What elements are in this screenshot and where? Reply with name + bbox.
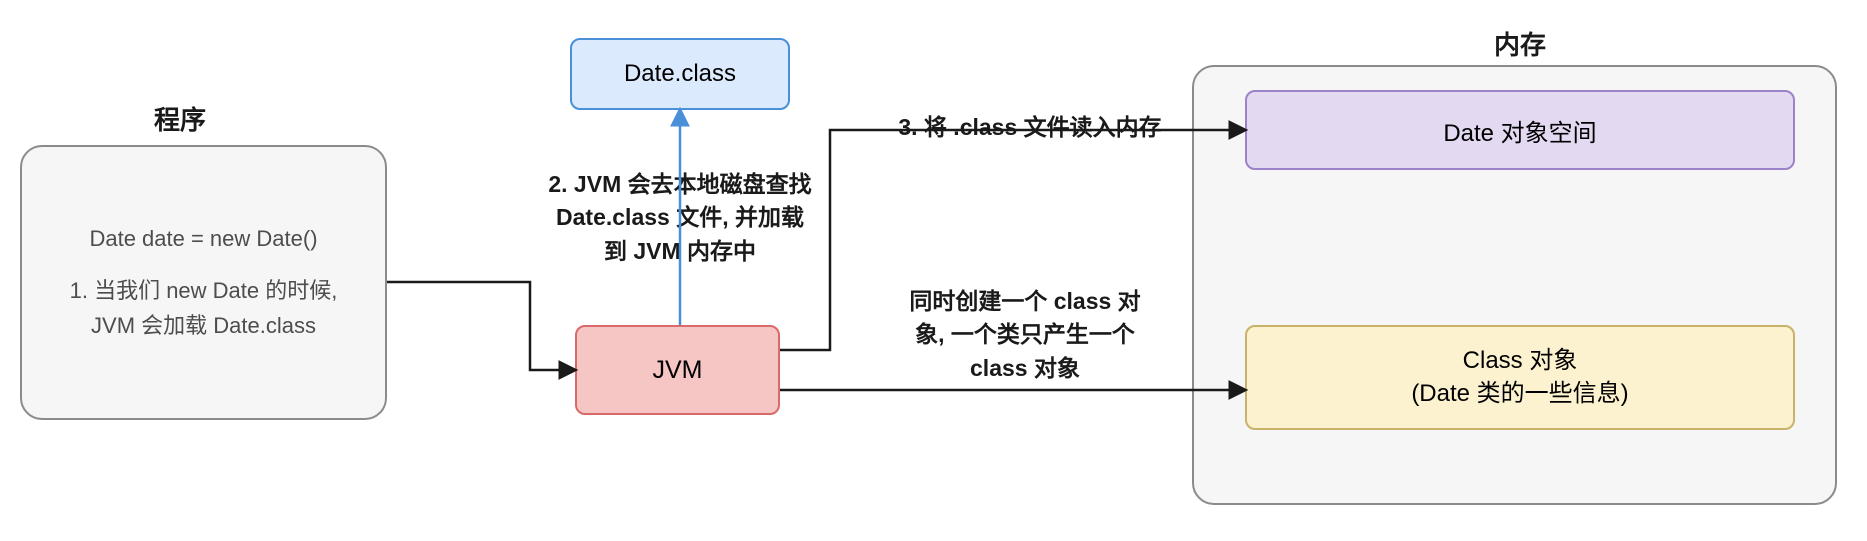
step2-line2: Date.class 文件, 并加载	[440, 201, 920, 234]
program-step1-line1: 1. 当我们 new Date 的时候,	[70, 274, 338, 308]
step3-annotation: 3. 将 .class 文件读入内存	[850, 108, 1210, 142]
memory-title: 内存	[1460, 25, 1580, 62]
edge-program-to-jvm	[387, 282, 575, 370]
step2-line3: 到 JVM 内存中	[440, 235, 920, 268]
jvm-label: JVM	[653, 356, 703, 385]
program-title: 程序	[120, 100, 240, 137]
class-object-node: Class 对象 (Date 类的一些信息)	[1245, 325, 1795, 430]
date-class-label: Date.class	[624, 60, 736, 88]
jvm-node: JVM	[575, 325, 780, 415]
program-step1-line2: JVM 会加载 Date.class	[91, 309, 316, 343]
class-obj-line2: (Date 类的一些信息)	[1411, 378, 1628, 410]
step2-line1: 2. JVM 会去本地磁盘查找	[440, 168, 920, 201]
step2-annotation: 2. JVM 会去本地磁盘查找 Date.class 文件, 并加载 到 JVM…	[440, 168, 920, 268]
date-object-space-node: Date 对象空间	[1245, 90, 1795, 170]
memory-title-text: 内存	[1494, 30, 1546, 60]
step3-line1: 3. 将 .class 文件读入内存	[850, 108, 1210, 142]
date-class-node: Date.class	[570, 38, 790, 110]
program-box: Date date = new Date() 1. 当我们 new Date 的…	[20, 145, 387, 420]
program-code-line: Date date = new Date()	[89, 222, 317, 256]
program-title-text: 程序	[154, 105, 206, 135]
step3b-line1: 同时创建一个 class 对	[855, 285, 1195, 318]
step3b-annotation: 同时创建一个 class 对 象, 一个类只产生一个 class 对象	[855, 285, 1195, 385]
date-space-label: Date 对象空间	[1443, 113, 1596, 148]
class-obj-line1: Class 对象	[1463, 345, 1578, 377]
step3b-line2: 象, 一个类只产生一个	[855, 318, 1195, 351]
step3b-line3: class 对象	[855, 352, 1195, 385]
